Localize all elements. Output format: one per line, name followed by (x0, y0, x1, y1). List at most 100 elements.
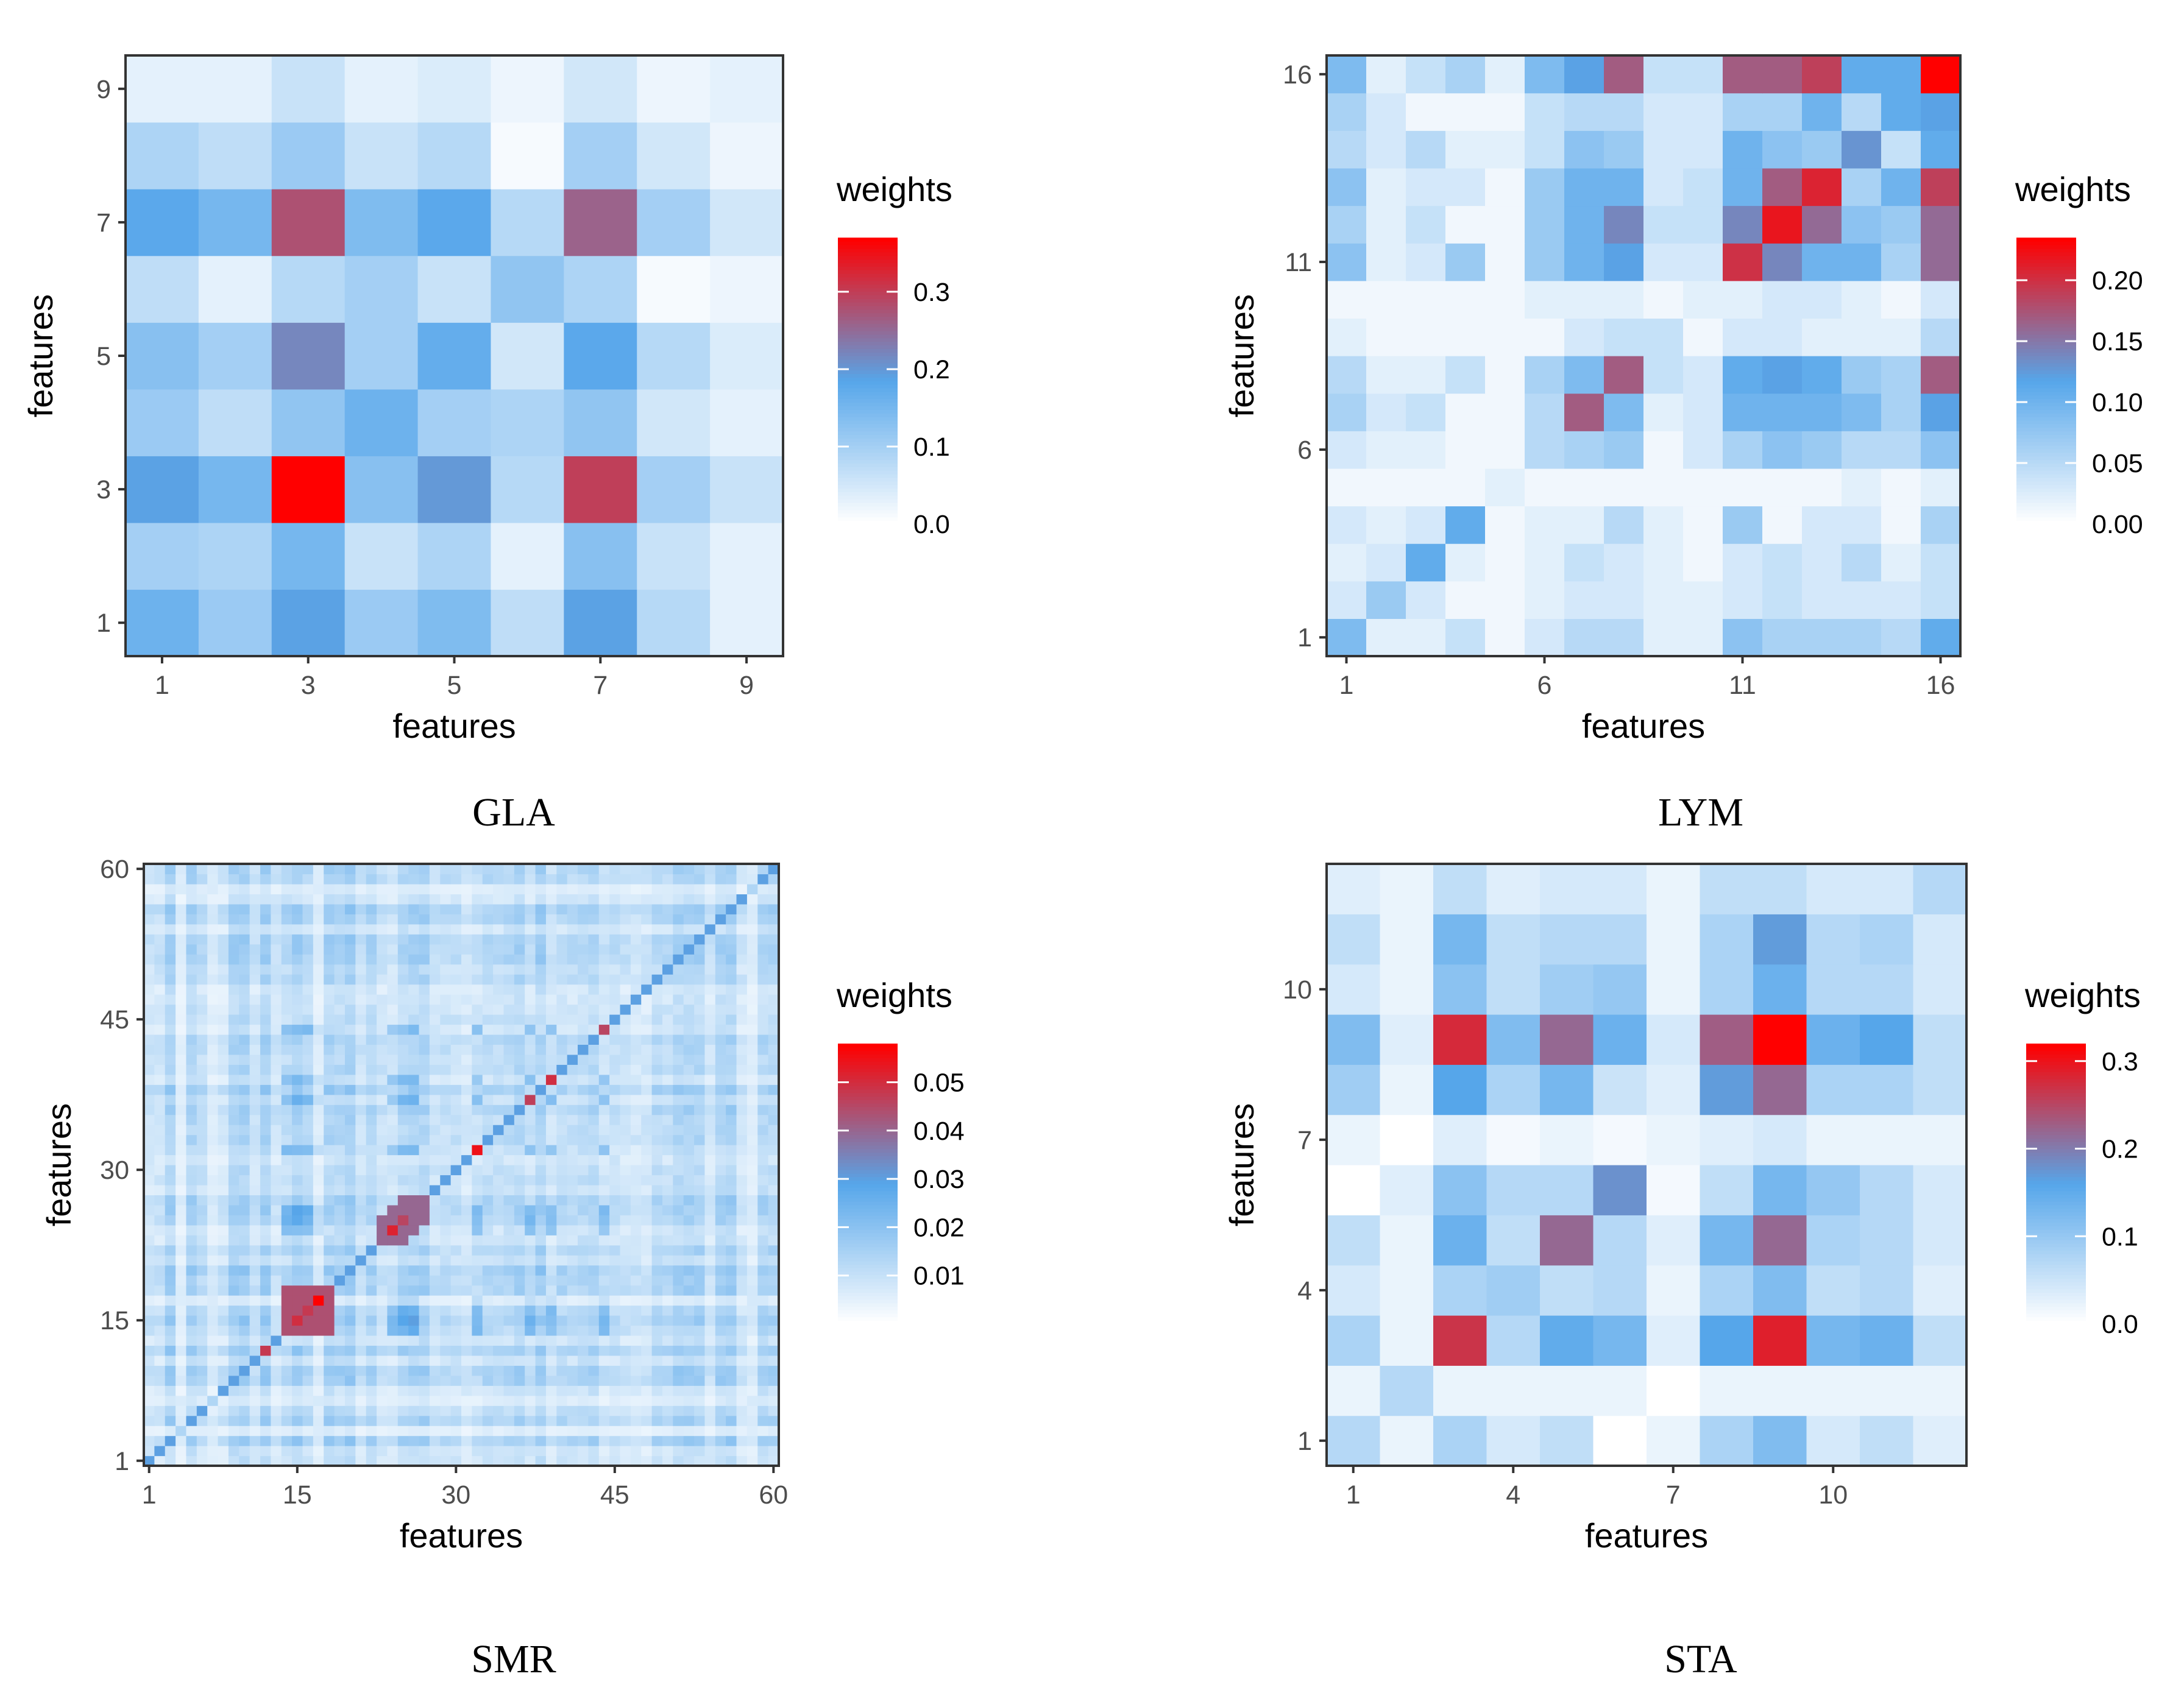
heatmap-cell (482, 874, 494, 885)
heatmap-cell (662, 1184, 673, 1195)
heatmap-cell (493, 1355, 505, 1366)
heatmap-cell (366, 1195, 377, 1206)
heatmap-cell (503, 1134, 515, 1145)
heatmap-cell (1762, 431, 1803, 469)
heatmap-cell (440, 1426, 452, 1437)
heatmap-cell (377, 1335, 388, 1346)
legend-gradient-step (838, 1264, 898, 1268)
heatmap-cell (302, 864, 314, 875)
heatmap-cell (726, 1295, 737, 1306)
heatmap-cell (525, 994, 536, 1005)
heatmap-cell (736, 1204, 748, 1215)
heatmap-cell (662, 1355, 673, 1366)
heatmap-cell (176, 1455, 187, 1466)
heatmap-cell (397, 1255, 409, 1266)
heatmap-cell (1842, 130, 1882, 169)
heatmap-cell (651, 1034, 663, 1045)
heatmap-cell (683, 1245, 695, 1256)
heatmap-cell (1802, 356, 1842, 394)
heatmap-cell (609, 1175, 621, 1186)
heatmap-cell (144, 1184, 155, 1195)
heatmap-cell (726, 954, 737, 965)
legend-gradient-step (2026, 1316, 2086, 1321)
heatmap-cell (366, 1455, 377, 1466)
heatmap-cell (726, 864, 737, 875)
heatmap-cell (609, 1355, 621, 1366)
heatmap-cell (535, 1446, 547, 1457)
heatmap-cell (334, 1175, 346, 1186)
heatmap-cell (472, 984, 483, 995)
heatmap-cell (578, 1014, 589, 1025)
heatmap-cell (609, 1195, 621, 1206)
heatmap-cell (641, 1415, 653, 1426)
heatmap-cell (1723, 431, 1763, 469)
heatmap-cell (228, 1426, 239, 1437)
heatmap-cell (450, 1034, 462, 1045)
heatmap-cell (144, 944, 155, 955)
heatmap-cell (429, 1235, 441, 1246)
heatmap-cell (397, 934, 409, 945)
legend-gradient-step (2026, 1176, 2086, 1181)
panel-caption: STA (1664, 1637, 1737, 1681)
heatmap-cell (673, 1195, 684, 1206)
heatmap-cell (281, 964, 292, 975)
legend-gradient-step (2026, 1145, 2086, 1150)
heatmap-cell (450, 864, 462, 875)
heatmap-cell (408, 1395, 420, 1406)
heatmap-cell (461, 1446, 472, 1457)
heatmap-cell (757, 1375, 769, 1386)
heatmap-cell (313, 1426, 324, 1437)
heatmap-cell (493, 1405, 505, 1416)
heatmap-cell (588, 1335, 600, 1346)
heatmap-cell (344, 1345, 356, 1356)
heatmap-cell (588, 1175, 600, 1186)
heatmap-cell (746, 894, 758, 905)
heatmap-cell (387, 1275, 399, 1286)
heatmap-cell (1406, 618, 1446, 657)
heatmap-cell (556, 994, 568, 1005)
heatmap-cell (176, 1175, 187, 1186)
heatmap-cell (239, 954, 250, 965)
heatmap-cell (525, 954, 536, 965)
legend-gradient-step (838, 1194, 898, 1198)
heatmap-cell (450, 874, 462, 885)
heatmap-cell (556, 1175, 568, 1186)
heatmap-cell (726, 1426, 737, 1437)
heatmap-cell (144, 1104, 155, 1115)
heatmap-cell (651, 934, 663, 945)
heatmap-cell (620, 964, 631, 975)
heatmap-cell (662, 924, 673, 935)
heatmap-cell (1700, 964, 1754, 1015)
heatmap-cell (366, 1235, 377, 1246)
heatmap-cell (556, 1305, 568, 1316)
heatmap-cell (186, 894, 197, 905)
heatmap-cell (694, 1385, 706, 1396)
heatmap-cell (683, 1195, 695, 1206)
heatmap-cell (165, 1295, 176, 1306)
heatmap-cell (673, 1064, 684, 1075)
heatmap-cell (461, 1275, 472, 1286)
heatmap-cell (514, 1235, 525, 1246)
heatmap-cell (324, 1034, 335, 1045)
heatmap-cell (461, 1154, 472, 1165)
heatmap-cell (154, 1275, 166, 1286)
legend-gradient-step (2016, 338, 2076, 342)
heatmap-cell (271, 1204, 282, 1215)
heatmap-cell (482, 1325, 494, 1336)
heatmap-cell (710, 255, 784, 323)
heatmap-cell (239, 1024, 250, 1035)
heatmap-cell (637, 189, 711, 256)
heatmap-cell (651, 1245, 663, 1256)
heatmap-cell (450, 974, 462, 985)
heatmap-cell (564, 456, 637, 523)
heatmap-cell (1327, 1415, 1381, 1466)
heatmap-cell (408, 1215, 420, 1226)
heatmap-cell (567, 994, 578, 1005)
heatmap-cell (609, 1094, 621, 1105)
heatmap-cell (746, 1145, 758, 1156)
heatmap-cell (641, 914, 653, 925)
heatmap-cell (271, 55, 346, 123)
heatmap-cell (1366, 356, 1406, 394)
legend-gradient-step (2026, 1296, 2086, 1300)
heatmap-cell (514, 1145, 525, 1156)
